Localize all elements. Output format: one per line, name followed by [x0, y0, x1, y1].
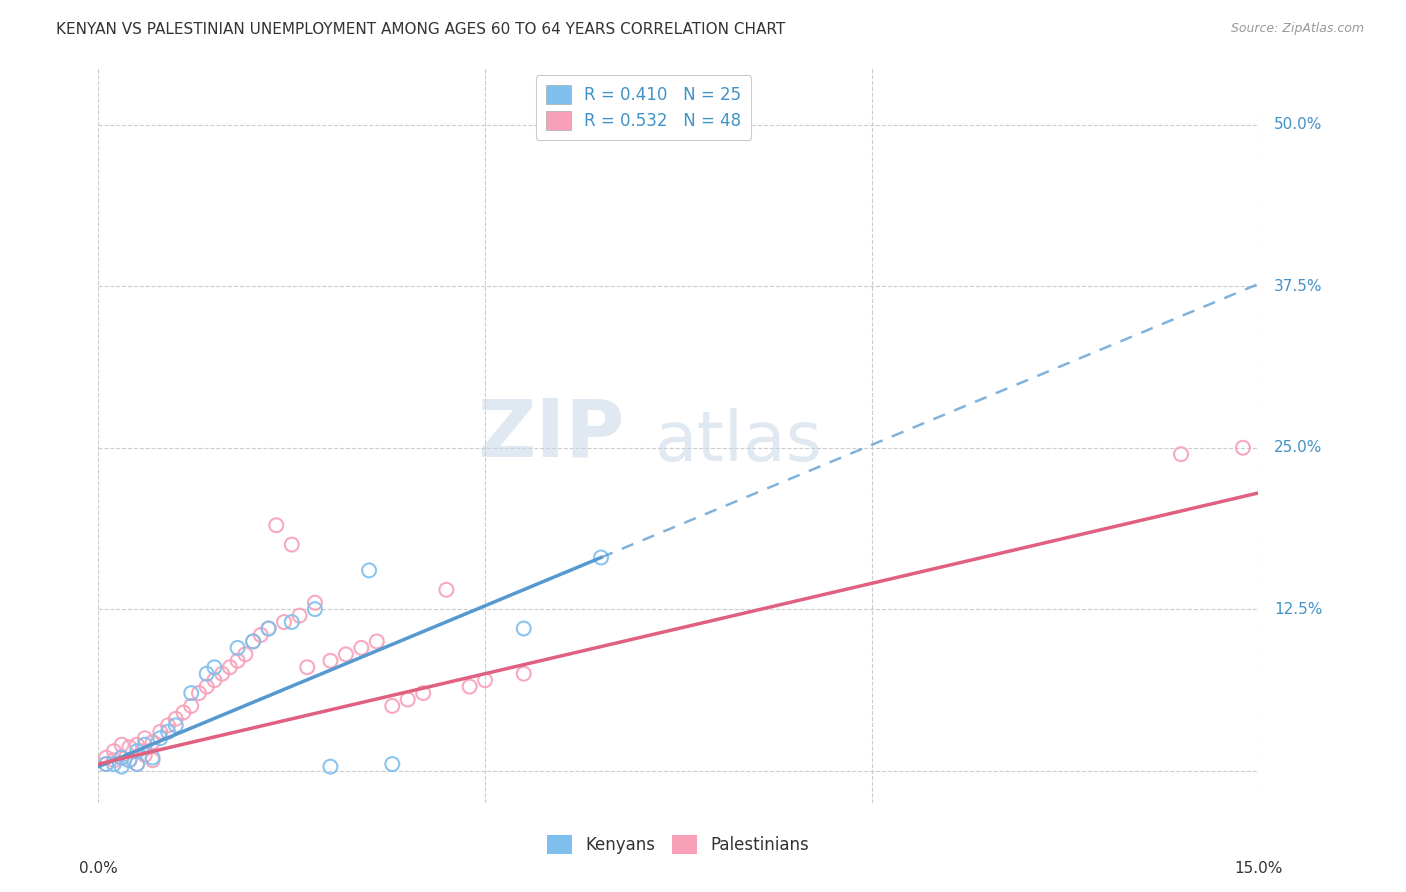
Point: [134, 747, 156, 762]
Point: [118, 753, 141, 767]
Point: [149, 731, 172, 746]
Point: [1232, 441, 1254, 455]
Point: [250, 628, 273, 642]
Text: 15.0%: 15.0%: [1234, 861, 1282, 876]
Point: [103, 757, 125, 772]
Text: 50.0%: 50.0%: [1274, 118, 1322, 133]
Point: [359, 563, 381, 577]
Point: [257, 622, 280, 636]
Point: [319, 759, 342, 773]
Text: Source: ZipAtlas.com: Source: ZipAtlas.com: [1230, 22, 1364, 36]
Point: [412, 686, 434, 700]
Legend: Kenyans, Palestinians: Kenyans, Palestinians: [541, 828, 815, 861]
Point: [350, 640, 373, 655]
Point: [273, 615, 295, 629]
Point: [513, 666, 536, 681]
Point: [1170, 447, 1192, 461]
Point: [180, 686, 202, 700]
Point: [180, 698, 202, 713]
Point: [396, 692, 419, 706]
Point: [134, 731, 156, 746]
Point: [96, 750, 118, 764]
Point: [319, 654, 342, 668]
Point: [436, 582, 458, 597]
Point: [211, 666, 233, 681]
Point: [111, 750, 132, 764]
Text: ZIP: ZIP: [477, 396, 624, 474]
Point: [118, 740, 141, 755]
Text: 37.5%: 37.5%: [1274, 279, 1322, 293]
Point: [335, 648, 357, 662]
Point: [111, 750, 132, 764]
Point: [141, 735, 165, 749]
Point: [458, 680, 481, 694]
Point: [242, 634, 264, 648]
Point: [118, 753, 141, 767]
Point: [111, 738, 132, 752]
Point: [157, 718, 180, 732]
Point: [226, 654, 249, 668]
Point: [204, 673, 226, 687]
Point: [149, 724, 172, 739]
Point: [474, 673, 496, 687]
Point: [281, 615, 304, 629]
Point: [288, 608, 311, 623]
Text: 12.5%: 12.5%: [1274, 601, 1322, 616]
Text: KENYAN VS PALESTINIAN UNEMPLOYMENT AMONG AGES 60 TO 64 YEARS CORRELATION CHART: KENYAN VS PALESTINIAN UNEMPLOYMENT AMONG…: [56, 22, 786, 37]
Point: [381, 698, 404, 713]
Point: [165, 712, 187, 726]
Point: [242, 634, 264, 648]
Point: [103, 753, 125, 767]
Point: [219, 660, 242, 674]
Point: [264, 518, 288, 533]
Point: [226, 640, 249, 655]
Point: [141, 753, 165, 767]
Point: [172, 706, 194, 720]
Point: [141, 750, 165, 764]
Point: [281, 538, 304, 552]
Text: 0.0%: 0.0%: [79, 861, 118, 876]
Point: [127, 757, 149, 772]
Point: [513, 622, 536, 636]
Point: [366, 634, 388, 648]
Point: [127, 757, 149, 772]
Point: [297, 660, 319, 674]
Point: [134, 738, 156, 752]
Point: [96, 757, 118, 772]
Point: [111, 759, 132, 773]
Text: atlas: atlas: [655, 408, 823, 475]
Point: [204, 660, 226, 674]
Point: [165, 718, 187, 732]
Point: [235, 648, 257, 662]
Point: [127, 738, 149, 752]
Point: [381, 757, 404, 772]
Point: [257, 622, 280, 636]
Point: [195, 666, 218, 681]
Point: [591, 550, 613, 565]
Point: [157, 724, 180, 739]
Point: [304, 602, 326, 616]
Point: [304, 596, 326, 610]
Point: [103, 744, 125, 758]
Text: 25.0%: 25.0%: [1274, 441, 1322, 455]
Point: [188, 686, 211, 700]
Point: [127, 744, 149, 758]
Point: [96, 757, 118, 772]
Point: [195, 680, 218, 694]
